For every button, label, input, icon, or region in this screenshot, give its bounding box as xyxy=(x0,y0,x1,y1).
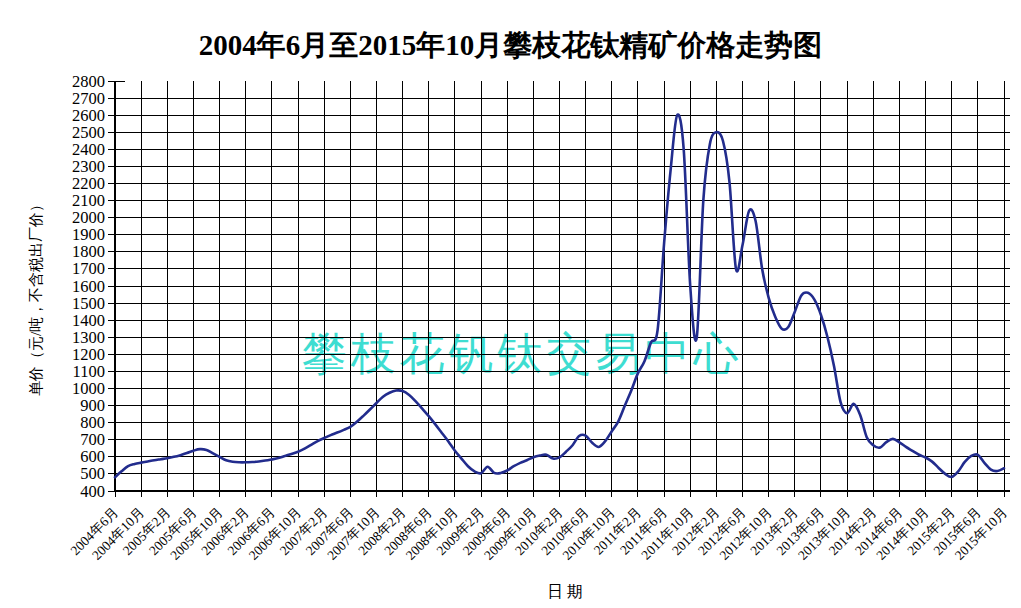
tick-label: 600 xyxy=(80,447,105,466)
tick-label: 900 xyxy=(80,396,105,415)
tick-label: 2500 xyxy=(72,123,105,142)
tick-label: 2400 xyxy=(72,140,105,159)
tick-label: 2600 xyxy=(72,106,105,125)
tick-label: 1300 xyxy=(72,328,105,347)
tick-label: 400 xyxy=(80,482,105,501)
tick-label: 2200 xyxy=(72,174,105,193)
tick-label: 1500 xyxy=(72,294,105,313)
tick-label: 2100 xyxy=(72,191,105,210)
tick-label: 2800 xyxy=(72,72,105,91)
tick-label: 1200 xyxy=(72,345,105,364)
tick-label: 1400 xyxy=(72,311,105,330)
tick-label: 2000 xyxy=(72,208,105,227)
tick-label: 1800 xyxy=(72,242,105,261)
tick-label: 2300 xyxy=(72,157,105,176)
plot-area: 4005006007008009001000110012001300140015… xyxy=(0,0,1021,608)
tick-label: 1000 xyxy=(72,379,105,398)
price-trend-chart: 攀枝花钒钛交易中心 2004年6月至2015年10月攀枝花钛精矿价格走势图 40… xyxy=(0,0,1021,608)
tick-label: 2700 xyxy=(72,89,105,108)
tick-label: 1700 xyxy=(72,259,105,278)
tick-label: 1900 xyxy=(72,225,105,244)
tick-label: 800 xyxy=(80,413,105,432)
tick-label: 500 xyxy=(80,464,105,483)
tick-label: 1600 xyxy=(72,277,105,296)
tick-label: 700 xyxy=(80,430,105,449)
tick-label: 1100 xyxy=(73,362,105,381)
